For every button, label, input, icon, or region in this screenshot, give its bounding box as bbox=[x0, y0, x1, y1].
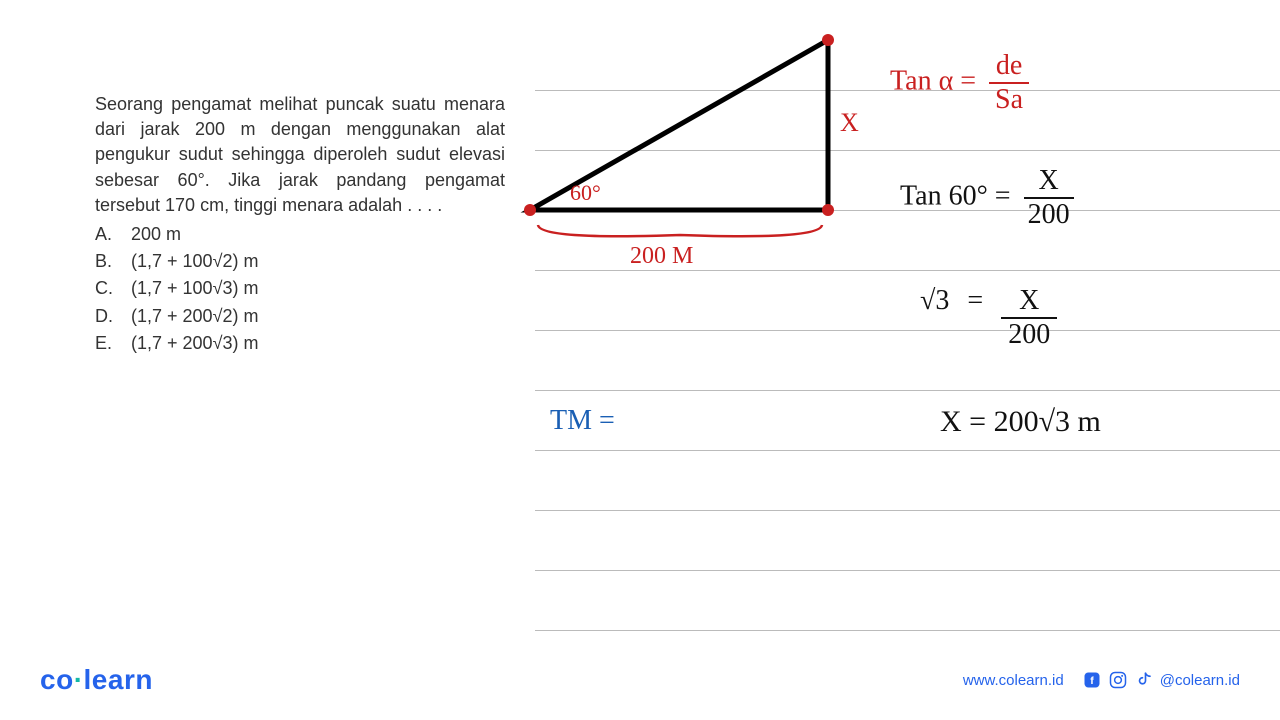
paper-line bbox=[535, 570, 1280, 571]
option-e-text: (1,7 + 200√3) m bbox=[131, 331, 258, 356]
paper-line bbox=[535, 510, 1280, 511]
x-label: X bbox=[840, 108, 859, 138]
option-b-text: (1,7 + 100√2) m bbox=[131, 249, 258, 274]
paper-line bbox=[535, 450, 1280, 451]
formula-tan-alpha-lhs: Tan α = bbox=[890, 65, 976, 96]
eq2-fraction: X 200 bbox=[1001, 285, 1057, 351]
tiktok-icon bbox=[1134, 670, 1154, 690]
facebook-icon: f bbox=[1082, 670, 1102, 690]
eq2-equals: = bbox=[967, 285, 983, 317]
footer-url: www.colearn.id bbox=[963, 672, 1064, 689]
instagram-icon bbox=[1108, 670, 1128, 690]
social-icons: f @colearn.id bbox=[1082, 670, 1240, 690]
equation-3: X = 200√3 m bbox=[940, 405, 1101, 439]
eq1-num: X bbox=[1024, 165, 1074, 199]
paper-line bbox=[535, 330, 1280, 331]
question-text: Seorang pengamat melihat puncak suatu me… bbox=[95, 92, 505, 218]
eq1-lhs: Tan 60° = bbox=[900, 180, 1011, 211]
paper-line bbox=[535, 390, 1280, 391]
base-label: 200 M bbox=[630, 243, 693, 270]
logo-co: co bbox=[40, 664, 74, 695]
option-d-text: (1,7 + 200√2) m bbox=[131, 304, 258, 329]
option-b-label: B. bbox=[95, 249, 117, 274]
brand-logo: co·learn bbox=[40, 664, 153, 696]
vertex-dot bbox=[822, 34, 834, 46]
option-c: C. (1,7 + 100√3) m bbox=[95, 276, 505, 301]
option-c-label: C. bbox=[95, 276, 117, 301]
option-a-text: 200 m bbox=[131, 222, 181, 247]
option-d: D. (1,7 + 200√2) m bbox=[95, 304, 505, 329]
option-b: B. (1,7 + 100√2) m bbox=[95, 249, 505, 274]
eq2-num: X bbox=[1001, 285, 1057, 319]
base-brace bbox=[538, 225, 822, 236]
formula-tan-alpha: Tan α = de Sa bbox=[890, 50, 1029, 116]
option-a: A. 200 m bbox=[95, 222, 505, 247]
eq2-den: 200 bbox=[1001, 319, 1057, 351]
eq2-sqrt3: √3 bbox=[920, 285, 949, 317]
eq1-fraction: X 200 bbox=[1024, 165, 1074, 231]
fraction-num: de bbox=[989, 50, 1029, 84]
option-e-label: E. bbox=[95, 331, 117, 356]
logo-dot: · bbox=[74, 664, 84, 695]
question-block: Seorang pengamat melihat puncak suatu me… bbox=[95, 92, 505, 358]
svg-text:f: f bbox=[1090, 675, 1094, 687]
vertex-dot bbox=[524, 204, 536, 216]
footer: co·learn www.colearn.id f @colearn.id bbox=[0, 664, 1280, 696]
vertex-dot bbox=[822, 204, 834, 216]
equation-1: Tan 60° = X 200 bbox=[900, 165, 1074, 231]
formula-fraction: de Sa bbox=[989, 50, 1029, 116]
social-handle: @colearn.id bbox=[1160, 672, 1240, 689]
angle-label: 60° bbox=[570, 180, 601, 206]
option-e: E. (1,7 + 200√3) m bbox=[95, 331, 505, 356]
option-c-text: (1,7 + 100√3) m bbox=[131, 276, 258, 301]
logo-learn: learn bbox=[84, 664, 153, 695]
options-list: A. 200 m B. (1,7 + 100√2) m C. (1,7 + 10… bbox=[95, 222, 505, 356]
eq1-den: 200 bbox=[1024, 199, 1074, 231]
option-d-label: D. bbox=[95, 304, 117, 329]
option-a-label: A. bbox=[95, 222, 117, 247]
paper-line bbox=[535, 630, 1280, 631]
fraction-den: Sa bbox=[989, 84, 1029, 116]
equation-2: √3 = X 200 bbox=[920, 285, 1057, 351]
tm-label: TM = bbox=[550, 405, 615, 437]
footer-right: www.colearn.id f @colearn.id bbox=[963, 670, 1240, 690]
